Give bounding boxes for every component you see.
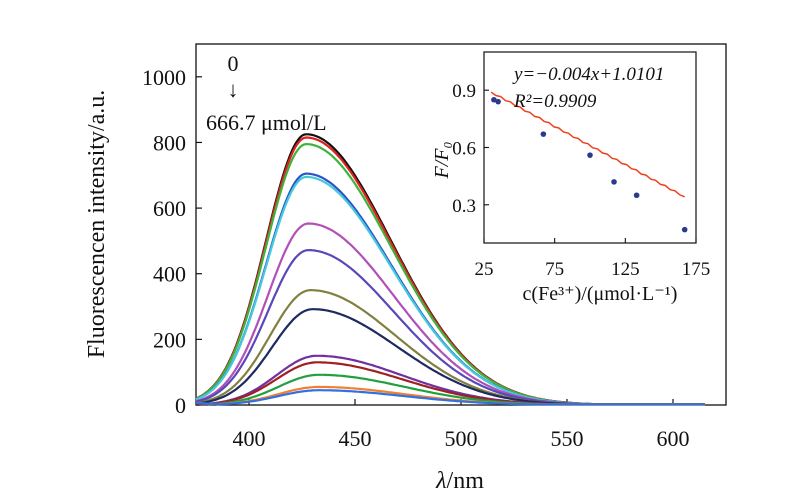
x-axis-unit: /nm [447,468,485,494]
inset-fit-line [490,91,685,198]
inset-data-point [587,152,593,158]
y-tick-label: 0 [175,393,186,418]
main-y-axis-title: Fluorescencen intensity/a.u. [84,90,110,359]
inset-axis-ticks: 25 75 125 175 0.3 0.6 0.9 [452,81,710,280]
inset-data-point [633,192,640,199]
annotation-end-label: 666.7 μmol/L [206,110,327,135]
inset-data-point [495,98,501,105]
inset-plot-frame [483,51,697,244]
inset-x-axis-title: c(Fe³⁺)/(μmol·L⁻¹) [523,283,678,305]
inset-data-point [611,179,617,185]
x-tick-label: 600 [657,426,690,451]
x-tick-label: 550 [551,426,584,451]
series-line-c13 [195,389,705,406]
annotation-arrow: ↓ [228,77,239,102]
y-tick-label: 200 [153,327,186,352]
main-axis-ticks: 400 450 500 550 600 0 200 400 600 800 1000 [142,65,690,451]
main-x-axis-title: λ/nm [435,468,484,494]
inset-data-point [681,226,688,233]
inset-x-tick-label: 75 [545,259,564,280]
inset-y-tick-label: 0.6 [452,139,476,160]
inset-y-axis-title: F/F₀ [431,141,453,179]
annotation-start-label: 0 [228,51,239,76]
inset-data-point [491,96,497,103]
main-series-group [195,133,705,406]
inset-x-tick-label: 125 [611,259,640,280]
inset-y-tick-label: 0.9 [452,81,476,102]
y-tick-label: 1000 [142,65,186,90]
inset-x-tick-label: 175 [682,259,711,280]
y-tick-label: 400 [153,262,186,287]
inset-marks-group [490,91,688,233]
x-tick-label: 450 [339,426,372,451]
x-tick-label: 400 [233,426,266,451]
x-axis-symbol: λ [435,468,446,494]
y-tick-label: 600 [153,196,186,221]
y-tick-label: 800 [153,130,186,155]
x-tick-label: 500 [445,426,478,451]
inset-r-squared: R²=0.9909 [513,91,597,112]
inset-y-tick-label: 0.3 [452,196,476,217]
inset-data-point [540,131,547,137]
inset-x-tick-label: 25 [475,259,494,280]
inset-fit-equation: y=−0.004x+1.0101 [512,64,664,85]
